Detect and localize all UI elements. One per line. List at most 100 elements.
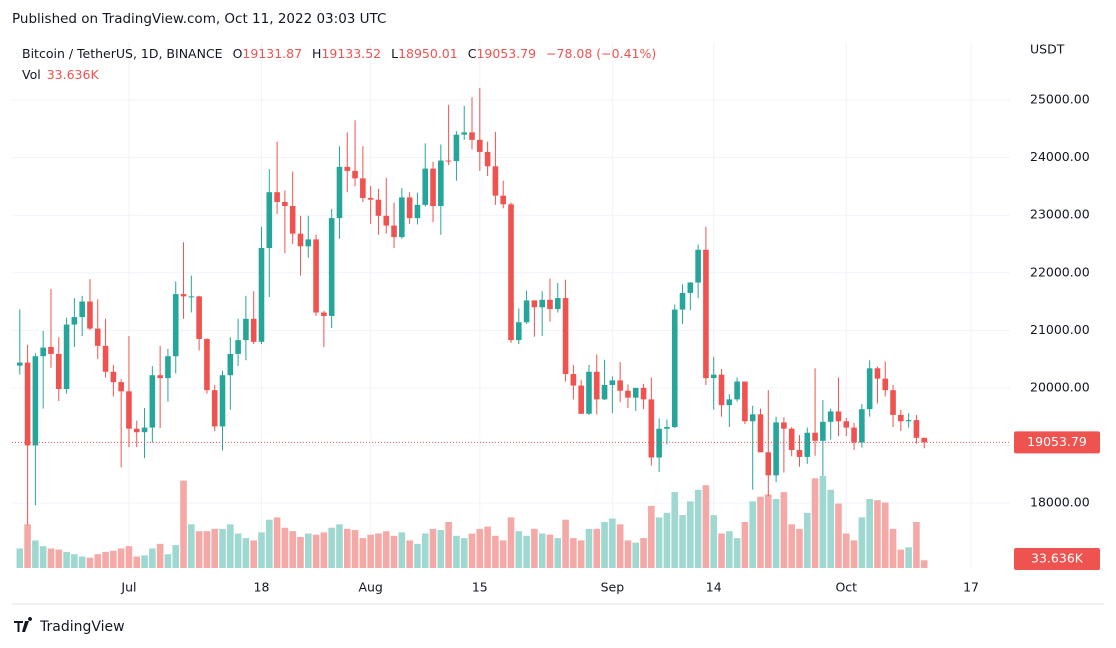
volume-bar	[570, 538, 577, 568]
legend-title: Bitcoin / TetherUS, 1D, BINANCE	[22, 46, 223, 61]
candle-body	[671, 309, 678, 428]
volume-bar	[515, 531, 523, 568]
volume-bar	[546, 534, 554, 568]
header: Published on TradingView.com, Oct 11, 20…	[12, 11, 386, 27]
volume-bar	[273, 517, 281, 568]
candle-body	[196, 296, 202, 339]
volume-bar	[63, 551, 70, 568]
volume-bar	[55, 549, 63, 568]
volume-bar	[289, 531, 296, 568]
volume-bar	[367, 534, 374, 568]
volume-bar	[180, 480, 187, 568]
candle-body	[102, 345, 109, 372]
candle-body	[578, 385, 584, 414]
footer-brand: TradingView	[39, 619, 125, 635]
candle-body	[866, 368, 873, 410]
candle-body	[266, 192, 273, 249]
candle-body	[24, 362, 31, 446]
candle-body	[336, 166, 343, 219]
volume-bar	[32, 540, 39, 568]
y-tick-label: 23000.00	[1030, 207, 1090, 222]
volume-bar	[803, 512, 811, 568]
volume-bar	[94, 554, 102, 568]
candle-body	[531, 300, 538, 308]
candle-body	[625, 390, 631, 398]
candle-body	[79, 301, 85, 318]
volume-bar	[390, 535, 398, 568]
volume-bar	[788, 524, 795, 568]
volume-bar	[141, 555, 148, 568]
legend-vol-value: 33.636K	[47, 67, 100, 82]
candle-body	[898, 414, 904, 422]
volume-bar	[382, 531, 390, 568]
volume-bar	[297, 536, 304, 568]
volume-bar	[585, 528, 593, 568]
volume-bar	[811, 478, 819, 568]
candle-body	[874, 368, 881, 379]
candle-body	[133, 428, 140, 433]
candle-body	[321, 312, 327, 316]
x-tick-label: 14	[706, 580, 722, 595]
volume-bar	[156, 543, 164, 568]
volume-bar	[523, 535, 530, 568]
candle-body	[554, 298, 561, 310]
candle-body	[469, 132, 475, 140]
candle-body	[523, 300, 530, 323]
candle-body	[16, 362, 23, 366]
candle-body	[632, 387, 639, 398]
candle-body	[796, 450, 803, 457]
candle-body	[227, 353, 234, 376]
volume-bar	[764, 494, 772, 568]
volume-bar	[234, 533, 242, 568]
candle-body	[477, 139, 483, 152]
volume-bar	[648, 505, 655, 568]
candle-body	[328, 218, 335, 316]
candle-body	[414, 204, 421, 219]
candle-body	[258, 248, 265, 342]
last-price-label: 19053.79	[1027, 434, 1087, 449]
volume-bar	[476, 528, 484, 568]
y-tick-label: 18000.00	[1030, 494, 1090, 509]
volume-bar	[694, 489, 702, 568]
volume-bar	[24, 524, 31, 568]
candle-body	[243, 318, 249, 341]
candle-body	[110, 371, 117, 383]
legend-o: O	[233, 46, 243, 61]
candle-body	[149, 375, 156, 428]
candle-body	[913, 420, 920, 438]
volume-bar	[78, 556, 86, 568]
legend-l: L	[391, 46, 398, 61]
volume-bar	[219, 528, 226, 568]
volume-bar	[125, 546, 133, 568]
candle-body	[157, 375, 163, 379]
candle-body	[445, 160, 452, 162]
volume-bar	[726, 531, 733, 568]
y-tick-label: 20000.00	[1030, 379, 1090, 394]
x-tick-label: 18	[254, 580, 270, 595]
volume-bar	[172, 545, 180, 568]
volume-bar	[211, 528, 219, 568]
legend-c: C	[468, 46, 477, 61]
volume-bar	[624, 540, 632, 568]
volume-bar	[102, 551, 109, 568]
volume-bar	[593, 528, 601, 568]
volume-bar	[351, 530, 359, 568]
volume-bar	[616, 524, 624, 568]
volume-bar	[757, 496, 764, 568]
volume-bar	[258, 532, 265, 568]
candle-body	[679, 292, 686, 310]
candle-body	[32, 356, 39, 446]
volume-bar	[609, 518, 616, 568]
volume-bar	[328, 527, 335, 568]
candle-body	[274, 192, 280, 202]
candle-body	[430, 168, 436, 207]
volume-bar	[110, 550, 117, 568]
x-tick-label: Oct	[835, 580, 857, 595]
candle-body	[367, 197, 374, 200]
volume-bar	[492, 535, 499, 568]
candle-body	[305, 239, 312, 247]
volume-bar	[117, 548, 125, 568]
volume-bar	[640, 538, 647, 568]
legend-low: 18950.01	[398, 46, 458, 61]
